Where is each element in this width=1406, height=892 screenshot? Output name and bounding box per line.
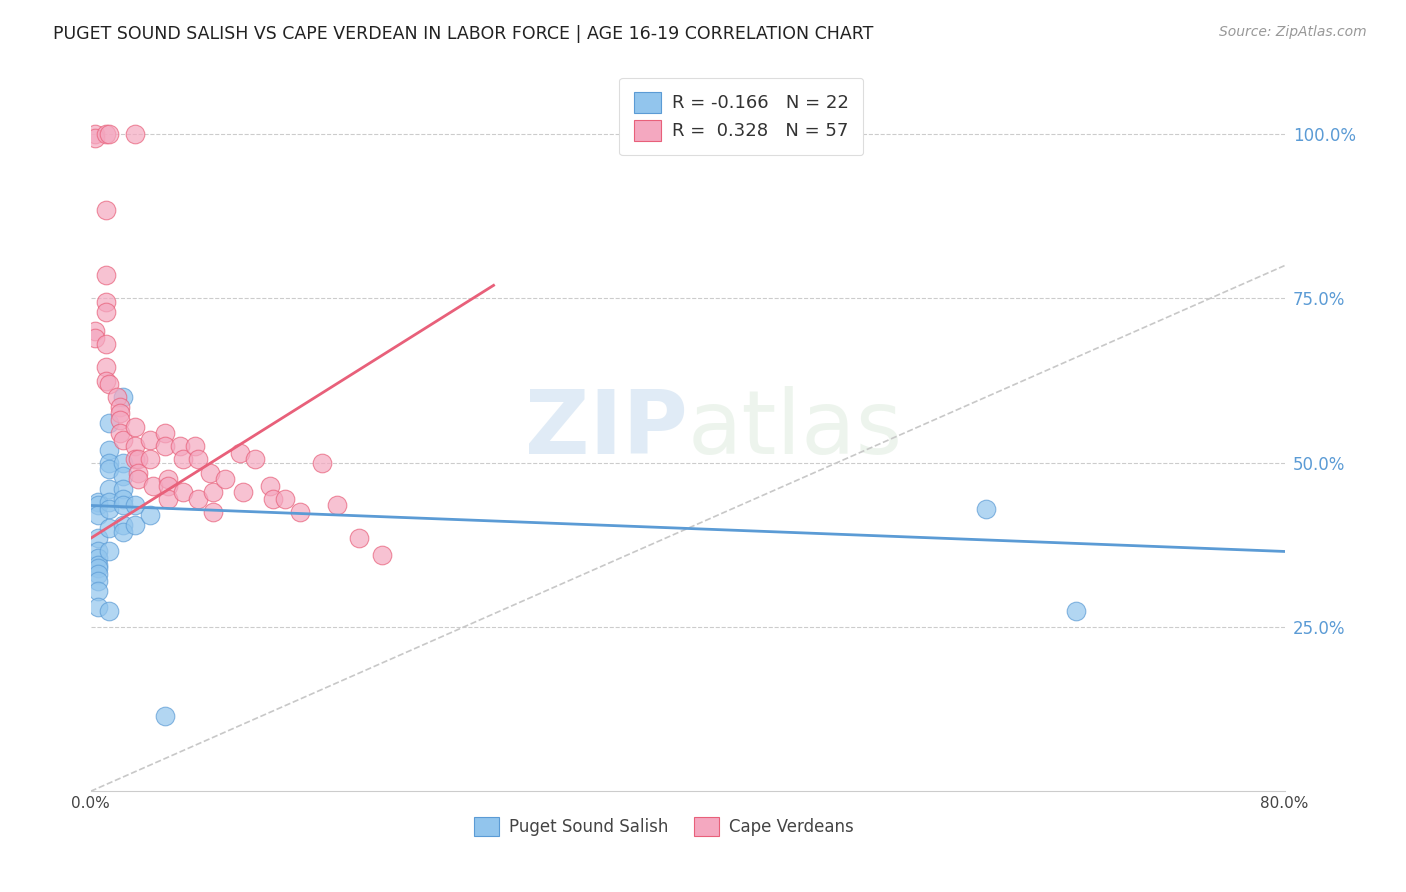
Point (124, 439, 146, 453)
Text: PUGET SOUND SALISH VS CAPE VERDEAN IN LABOR FORCE | AGE 16-19 CORRELATION CHART: PUGET SOUND SALISH VS CAPE VERDEAN IN LA… (53, 25, 873, 43)
Point (157, 472, 180, 486)
Point (97, 456, 120, 470)
Point (187, 491, 209, 506)
Point (201, 505, 224, 519)
Point (94, 294, 117, 309)
Point (87, 551, 110, 566)
Point (139, 508, 162, 523)
Point (243, 452, 266, 467)
Legend: Puget Sound Salish, Cape Verdeans: Puget Sound Salish, Cape Verdeans (465, 808, 862, 845)
Point (94, 268, 117, 283)
Point (127, 452, 149, 467)
Point (326, 499, 349, 513)
Point (974, 501, 997, 516)
Point (84, 127, 107, 141)
Point (112, 499, 135, 513)
Point (87, 600, 110, 615)
Point (184, 439, 207, 453)
Point (155, 426, 177, 441)
Point (139, 433, 162, 447)
Point (201, 485, 224, 500)
Point (87, 561, 110, 575)
Point (124, 499, 146, 513)
Point (97, 442, 120, 457)
Point (124, 518, 146, 533)
Point (370, 548, 392, 562)
Point (157, 491, 180, 506)
Point (97, 521, 120, 535)
Point (97, 501, 120, 516)
Text: atlas: atlas (688, 386, 903, 474)
Point (97, 482, 120, 496)
Point (87, 558, 110, 572)
Point (187, 452, 209, 467)
Point (110, 426, 132, 441)
Point (124, 452, 146, 467)
Point (112, 491, 135, 506)
Point (172, 485, 194, 500)
Point (155, 708, 177, 723)
Point (1064, 604, 1087, 618)
Point (94, 127, 117, 141)
Point (87, 544, 110, 558)
Point (107, 390, 129, 404)
Point (97, 417, 120, 431)
Point (84, 130, 107, 145)
Point (112, 456, 135, 470)
Point (84, 324, 107, 338)
Point (87, 583, 110, 598)
Point (97, 127, 120, 141)
Point (87, 495, 110, 509)
Point (84, 331, 107, 345)
Point (87, 499, 110, 513)
Point (157, 479, 180, 493)
Point (142, 479, 165, 493)
Point (112, 469, 135, 483)
Point (94, 304, 117, 318)
Point (288, 505, 311, 519)
Point (273, 491, 295, 506)
Point (94, 337, 117, 351)
Text: Source: ZipAtlas.com: Source: ZipAtlas.com (1219, 25, 1367, 39)
Point (124, 127, 146, 141)
Point (110, 400, 132, 414)
Point (112, 433, 135, 447)
Point (127, 472, 149, 486)
Point (94, 374, 117, 388)
Point (311, 456, 333, 470)
Point (94, 360, 117, 375)
Point (169, 439, 191, 453)
Point (87, 531, 110, 545)
Point (110, 413, 132, 427)
Point (349, 531, 371, 545)
Point (259, 479, 281, 493)
Point (87, 508, 110, 523)
Point (172, 452, 194, 467)
Point (229, 446, 252, 460)
Point (112, 524, 135, 539)
Point (97, 462, 120, 476)
Point (112, 482, 135, 496)
Point (97, 544, 120, 558)
Point (112, 390, 135, 404)
Point (97, 376, 120, 391)
Point (94, 202, 117, 217)
Point (87, 567, 110, 582)
Point (214, 472, 236, 486)
Point (232, 485, 254, 500)
Point (97, 495, 120, 509)
Point (110, 407, 132, 421)
Point (112, 518, 135, 533)
Point (127, 466, 149, 480)
Point (124, 419, 146, 434)
Point (155, 439, 177, 453)
Point (198, 466, 221, 480)
Point (87, 574, 110, 588)
Point (139, 452, 162, 467)
Text: ZIP: ZIP (524, 386, 688, 474)
Point (97, 604, 120, 618)
Point (262, 491, 284, 506)
